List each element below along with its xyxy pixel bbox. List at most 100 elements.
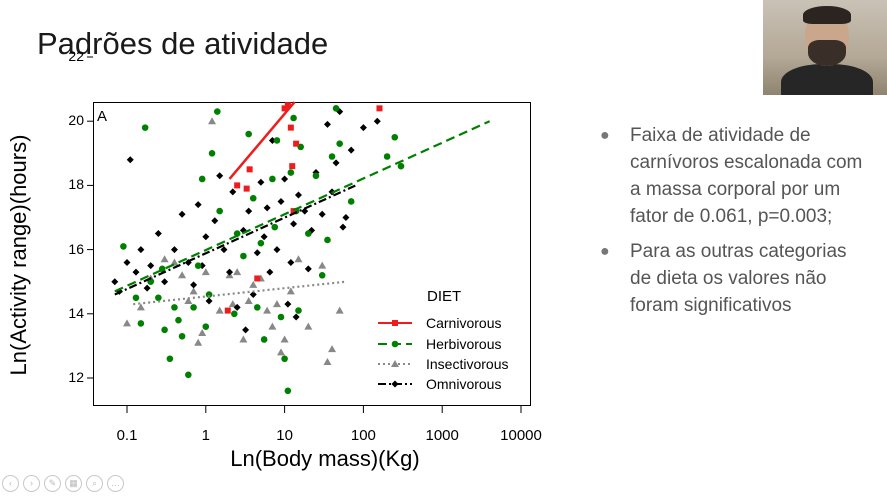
carnivorous-point (281, 105, 288, 112)
omnivorous-point (290, 220, 298, 228)
x-axis-label: Ln(Body mass)(Kg) (230, 446, 420, 471)
slides-icon[interactable]: ▦ (65, 475, 82, 492)
legend-item-herbivorous: Herbivorous (420, 336, 501, 352)
omnivorous-point (194, 201, 202, 209)
herbivorous-point (202, 323, 210, 330)
y-tick-label: 12 (68, 369, 84, 385)
herbivorous-point (347, 198, 355, 205)
prev-icon[interactable]: ‹ (2, 475, 19, 492)
herbivorous-point (397, 162, 405, 170)
omnivorous-point (111, 278, 119, 286)
carnivorous-point (254, 275, 261, 282)
bullet-item: ● Faixa de atividade de carnívoros escal… (600, 122, 870, 230)
insectivorous-point (286, 287, 295, 295)
omnivorous-point (281, 175, 289, 183)
insectivorous-point (323, 357, 332, 365)
herbivorous-point (214, 108, 221, 115)
herbivorous-point (284, 387, 292, 395)
herbivorous-point (185, 371, 192, 379)
presenter-webcam (763, 0, 887, 95)
insectivorous-point (184, 296, 193, 304)
herbivorous-point (260, 336, 268, 343)
insectivorous-point (239, 335, 248, 343)
omnivorous-point (318, 210, 326, 218)
omnivorous-point (245, 207, 253, 215)
omnivorous-point (284, 300, 292, 308)
omnivorous-point (226, 268, 234, 276)
y-tick-label: 18 (68, 176, 84, 193)
bullet-text: Para as outras categorias de dieta os va… (630, 241, 847, 316)
omnivorous-point (287, 258, 295, 266)
insectivorous-point (136, 303, 145, 311)
insectivorous-point (215, 306, 224, 314)
omnivorous-point (170, 246, 178, 254)
herbivorous-point (231, 310, 238, 318)
omnivorous-point (323, 120, 331, 128)
y-tick-label: 16 (68, 240, 84, 257)
herbivorous-point (175, 316, 182, 324)
insectivorous-point (335, 306, 344, 314)
panel-label: A (97, 108, 108, 125)
insectivorous-point (233, 268, 242, 276)
omnivorous-point (143, 284, 151, 292)
omnivorous-point (233, 303, 241, 311)
omnivorous-point (178, 210, 186, 218)
legend-item-insectivorous: Insectivorous (420, 356, 508, 372)
more-icon[interactable]: … (107, 475, 124, 492)
bullet-dot-icon: ● (600, 243, 610, 260)
omnivorous-point (190, 281, 198, 289)
insectivorous-point (201, 268, 210, 276)
insectivorous-point (208, 117, 217, 125)
herbivorous-point (155, 294, 162, 302)
insectivorous-point (178, 271, 187, 279)
legend-swatch-marker (391, 340, 399, 348)
omnivorous-point (260, 233, 268, 241)
plot-area (93, 102, 531, 406)
herbivorous-point (198, 175, 206, 183)
herbivorous-point (273, 137, 281, 144)
herbivorous-point (120, 243, 127, 250)
herbivorous-point (290, 114, 297, 122)
herbivorous-point (132, 294, 140, 302)
pen-icon[interactable]: ✎ (44, 475, 61, 492)
omnivorous-point (137, 246, 145, 254)
herbivorous-point (205, 291, 213, 298)
insectivorous-point (268, 322, 277, 330)
omnivorous-point (161, 278, 169, 286)
next-icon[interactable]: › (23, 475, 40, 492)
insectivorous-point (272, 300, 281, 308)
slide-title: Padrões de atividade (37, 26, 329, 61)
omnivorous-point (332, 159, 340, 167)
omnivorous-point (257, 178, 265, 186)
herbivorous-point (312, 172, 320, 180)
herbivorous-point (332, 105, 340, 112)
insectivorous-point (263, 306, 272, 314)
herbivorous-point (383, 153, 391, 160)
omnivorous-point (294, 191, 302, 199)
omnivorous-point (154, 230, 162, 238)
omnivorous-point (220, 246, 228, 254)
legend-swatch-marker (391, 360, 399, 367)
herbivorous-point (318, 271, 326, 279)
legend-swatch-marker (391, 380, 399, 388)
herbivorous-point (249, 194, 257, 202)
x-tick-label: 1000 (425, 427, 459, 444)
y-tick-label: 20 (68, 112, 84, 129)
omnivorous-point (216, 172, 224, 180)
carnivorous-point (293, 140, 300, 147)
x-tick-label: 10000 (500, 427, 542, 444)
legend-swatch-marker (392, 320, 398, 326)
omnivorous-point (123, 258, 131, 266)
omnivorous-point (205, 297, 213, 305)
legend-label-insectivorous: Insectivorous (426, 356, 509, 372)
herbivorous-point (141, 124, 149, 131)
carnivorous-trend-line (228, 101, 296, 180)
insectivorous-point (328, 345, 337, 353)
omnivorous-point (373, 117, 381, 125)
zoom-icon[interactable]: ⌕ (86, 475, 103, 492)
presenter-beard (808, 40, 846, 66)
omnivorous-point (132, 268, 140, 276)
herbivorous-point (324, 236, 331, 244)
x-tick-label: 1 (201, 427, 210, 444)
